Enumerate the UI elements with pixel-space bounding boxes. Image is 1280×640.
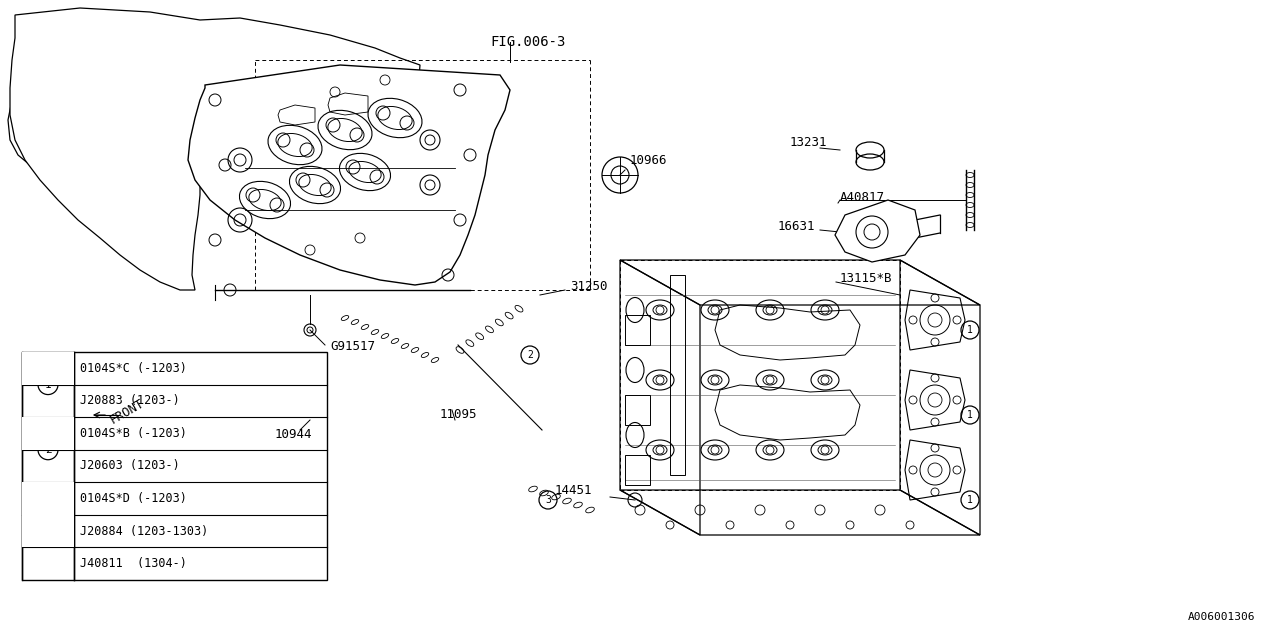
Text: 10944: 10944: [275, 429, 312, 442]
Text: 2: 2: [527, 350, 532, 360]
Text: 0104S*B (-1203): 0104S*B (-1203): [81, 427, 187, 440]
Text: G91517: G91517: [330, 339, 375, 353]
Text: 0104S*C (-1203): 0104S*C (-1203): [81, 362, 187, 375]
Text: 10966: 10966: [630, 154, 667, 166]
Text: 13115*B: 13115*B: [840, 271, 892, 285]
Bar: [22, 352, 326, 580]
Text: 31250: 31250: [570, 280, 608, 292]
Bar: [22, 483, 74, 515]
Text: 13231: 13231: [790, 136, 827, 148]
Text: J20883 (1203-): J20883 (1203-): [81, 394, 179, 407]
Text: 2: 2: [45, 445, 51, 454]
Text: 16631: 16631: [778, 220, 815, 232]
Text: A40817: A40817: [840, 191, 884, 204]
Text: J40811  (1304-): J40811 (1304-): [81, 557, 187, 570]
Polygon shape: [188, 65, 509, 285]
Polygon shape: [8, 10, 420, 172]
Text: J20603 (1203-): J20603 (1203-): [81, 460, 179, 472]
Text: 11095: 11095: [440, 408, 477, 422]
Text: 0104S*D (-1203): 0104S*D (-1203): [81, 492, 187, 505]
Bar: [22, 417, 74, 450]
Text: 3: 3: [545, 495, 550, 505]
Text: FIG.006-3: FIG.006-3: [490, 35, 566, 49]
Polygon shape: [835, 200, 920, 262]
Polygon shape: [10, 8, 420, 290]
Bar: [22, 352, 74, 385]
Text: 1: 1: [968, 410, 973, 420]
Text: A006001306: A006001306: [1188, 612, 1254, 622]
Text: FRONT: FRONT: [108, 397, 147, 427]
Text: 1: 1: [45, 380, 51, 390]
Text: 3: 3: [45, 526, 51, 536]
Text: 1: 1: [968, 495, 973, 505]
Text: 14451: 14451: [556, 483, 593, 497]
Text: 1: 1: [968, 325, 973, 335]
Bar: [22, 515, 74, 547]
Text: J20884 (1203-1303): J20884 (1203-1303): [81, 525, 209, 538]
